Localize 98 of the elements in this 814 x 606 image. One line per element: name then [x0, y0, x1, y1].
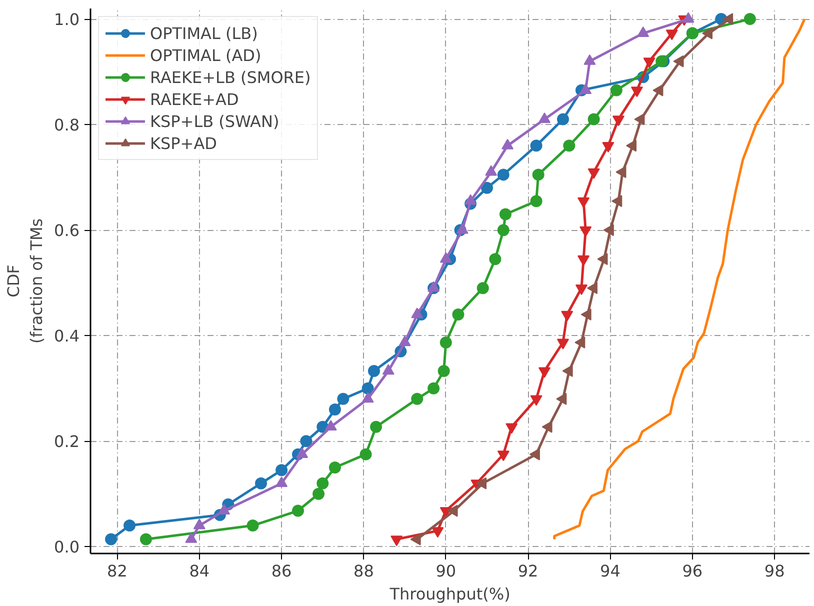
y-tick-label: 0.4: [54, 326, 80, 346]
point: [411, 392, 424, 405]
point: [634, 113, 645, 126]
point: [368, 364, 380, 377]
x-tick-label: 82: [107, 562, 128, 580]
x-tick-label: 88: [354, 562, 374, 580]
point: [362, 382, 374, 394]
point: [480, 182, 493, 194]
point: [124, 520, 136, 532]
point: [499, 208, 512, 220]
point: [574, 336, 586, 348]
point: [276, 476, 288, 488]
y-tick-label: 0.2: [54, 432, 80, 452]
point: [370, 420, 382, 433]
point: [612, 195, 622, 208]
point: [140, 533, 152, 546]
point: [578, 197, 590, 208]
point: [580, 308, 592, 320]
point: [616, 166, 626, 178]
point: [337, 392, 350, 405]
point: [411, 308, 424, 318]
x-tick-label: 84: [189, 562, 210, 580]
point: [497, 168, 510, 181]
y-axis-title: CDF (fraction of TMs: [4, 218, 46, 344]
point: [362, 392, 374, 403]
point: [428, 382, 440, 394]
point: [563, 140, 576, 152]
point: [597, 253, 608, 266]
legend-label: RAEKE+LB (SMORE): [150, 68, 311, 86]
point: [722, 13, 734, 26]
point: [382, 364, 394, 375]
point: [328, 462, 341, 474]
legend-label: OPTIMAL (LB): [150, 24, 258, 42]
point: [744, 13, 756, 26]
x-tick-label: 98: [764, 562, 785, 580]
point: [410, 533, 421, 546]
point: [328, 403, 341, 416]
point: [630, 86, 643, 98]
point: [588, 168, 600, 179]
point: [532, 168, 544, 181]
y-tick-label: 0.8: [54, 116, 80, 135]
point: [612, 116, 624, 126]
point: [316, 477, 329, 490]
point: [530, 195, 542, 208]
legend-label: KSP+LB (SWAN): [150, 112, 280, 130]
point: [497, 224, 510, 236]
point: [255, 477, 268, 490]
point: [556, 113, 569, 126]
point: [542, 420, 552, 433]
point: [476, 477, 487, 490]
point: [438, 364, 450, 377]
point: [702, 27, 713, 40]
legend-label: KSP+AD: [150, 134, 217, 152]
point: [447, 504, 458, 517]
point: [575, 284, 588, 295]
x-tick-label: 94: [600, 562, 620, 580]
point: [193, 518, 206, 530]
point: [218, 504, 230, 514]
x-tick-label: 90: [436, 562, 456, 580]
point: [440, 336, 452, 348]
point: [360, 448, 372, 460]
point: [529, 448, 540, 460]
y-tick-label: 1.0: [54, 10, 80, 30]
point: [105, 533, 118, 546]
point: [588, 113, 600, 126]
x-tick-label: 92: [518, 562, 538, 580]
point: [586, 282, 598, 294]
point: [643, 58, 656, 68]
legend-label: OPTIMAL (AD): [150, 46, 262, 64]
x-axis-title: Throughput(%): [388, 584, 510, 604]
point: [292, 504, 304, 517]
point: [324, 420, 337, 431]
point: [185, 532, 198, 543]
x-tick-label: 96: [682, 562, 703, 580]
point: [626, 140, 637, 152]
point: [530, 140, 542, 152]
point: [610, 84, 622, 96]
point: [652, 84, 664, 96]
point: [476, 282, 489, 294]
point: [398, 336, 411, 346]
x-tick-label: 86: [271, 562, 292, 580]
line-series: [553, 18, 806, 541]
point: [452, 308, 464, 320]
point: [489, 253, 502, 266]
y-tick-label: 0.0: [54, 538, 80, 557]
point: [300, 435, 312, 448]
point: [603, 224, 614, 236]
point: [246, 520, 259, 532]
point: [673, 55, 684, 68]
y-tick-label: 0.6: [54, 221, 80, 240]
point: [312, 488, 325, 500]
point: [578, 255, 590, 266]
legend-label: RAEKE+AD: [150, 90, 239, 108]
point: [562, 364, 573, 377]
point: [556, 392, 567, 405]
point: [666, 30, 678, 40]
point: [580, 226, 592, 237]
point: [276, 464, 288, 476]
